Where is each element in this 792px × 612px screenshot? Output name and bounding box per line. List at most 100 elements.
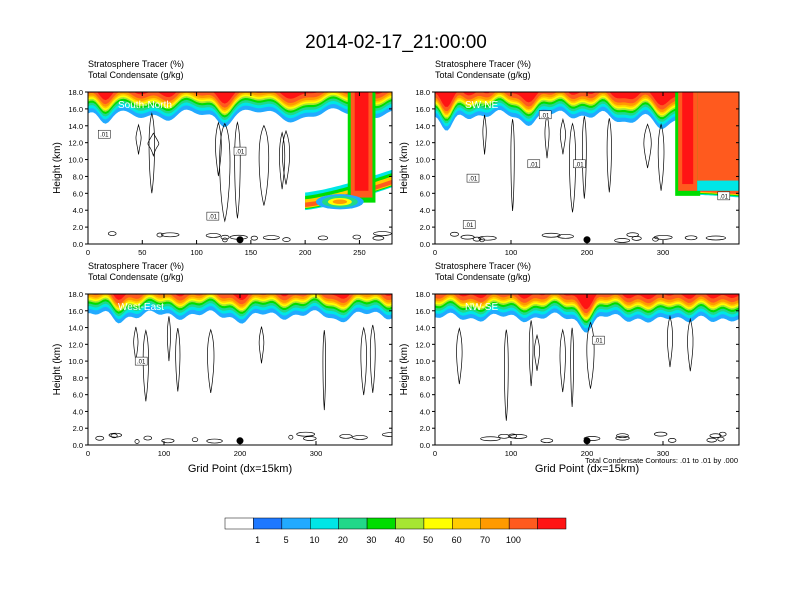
colorbar-label: 60 [452, 535, 462, 545]
contour-line [456, 327, 463, 385]
panel-title-tracer: Stratosphere Tracer (%) [88, 261, 184, 271]
y-axis-label: Height (km) [399, 142, 410, 194]
colorbar-bin [310, 517, 339, 530]
y-tick-label: 18.0 [415, 88, 430, 97]
x-tick-label: 0 [86, 248, 90, 257]
contour-line [631, 235, 642, 241]
contour-line [705, 235, 726, 241]
y-tick-label: 18.0 [68, 88, 83, 97]
contour-label-box [98, 129, 111, 139]
contour-line [360, 326, 367, 396]
panel-label: SW-NE [465, 100, 498, 111]
contour-line [559, 117, 566, 155]
y-tick-label: 0.0 [420, 240, 430, 249]
contour-label-box [573, 159, 586, 169]
x-tick-label: 100 [158, 449, 171, 458]
y-tick-label: 12.0 [415, 340, 430, 349]
contour-line [482, 114, 487, 155]
contour-line [528, 320, 534, 387]
y-tick-label: 0.0 [420, 441, 430, 450]
y-tick-label: 14.0 [68, 324, 83, 333]
colorbar-label: 20 [338, 535, 348, 545]
contour-line [296, 431, 316, 437]
x-tick-label: 250 [353, 248, 366, 257]
y-tick-label: 18.0 [415, 290, 430, 299]
plot-area: .01 .01 .01 .01 .01 .01 [435, 92, 739, 244]
colorbar-bin [395, 517, 425, 530]
contour-line [480, 436, 501, 442]
colorbar-label: 100 [506, 535, 521, 545]
colorbar-bin [508, 517, 538, 530]
contour-line [156, 232, 164, 238]
panel-south-north: Stratosphere Tracer (%)Total Condensate … [52, 59, 393, 257]
figure-title: 2014-02-17_21:00:00 [305, 32, 487, 53]
contour-label-box [538, 110, 552, 120]
contour-line [281, 129, 291, 185]
y-tick-label: 4.0 [73, 206, 83, 215]
y-tick-label: 16.0 [68, 307, 83, 316]
contour-line [219, 122, 231, 223]
contour-line [657, 123, 665, 191]
contour-label: .01 [209, 215, 218, 221]
y-tick-label: 8.0 [420, 374, 430, 383]
contour-line [206, 438, 223, 444]
contour-line [166, 316, 171, 362]
y-tick-label: 6.0 [73, 391, 83, 400]
x-tick-label: 300 [657, 248, 670, 257]
y-axis-label: Height (km) [52, 344, 63, 396]
y-tick-label: 6.0 [420, 189, 430, 198]
panel-title-condensate: Total Condensate (g/kg) [435, 70, 531, 80]
contour-line [709, 433, 722, 439]
y-tick-label: 2.0 [73, 223, 83, 232]
colorbar-label: 10 [310, 535, 320, 545]
contour-line [160, 232, 180, 238]
contour-line [652, 236, 659, 242]
contour-label: .01 [594, 339, 603, 345]
tracer-intrusion-core [354, 92, 369, 191]
contour-line [282, 237, 291, 242]
y-axis-label: Height (km) [52, 142, 63, 194]
y-tick-label: 10.0 [415, 156, 430, 165]
colorbar-bin [452, 517, 482, 530]
panel-label: West-East [118, 302, 164, 313]
contour-line [107, 231, 117, 236]
y-tick-label: 16.0 [415, 105, 430, 114]
contour-label: .01 [100, 133, 109, 139]
plot-area: .01 .01 .01 [88, 92, 392, 244]
x-tick-label: 100 [505, 449, 518, 458]
y-tick-label: 2.0 [420, 223, 430, 232]
contour-line [643, 123, 652, 169]
contour-label-box [592, 335, 605, 345]
contour-line [706, 437, 717, 443]
x-tick-label: 100 [190, 248, 203, 257]
colorbar-bin [253, 517, 283, 530]
contour-line [559, 328, 566, 393]
contour-line [541, 232, 561, 238]
panel-west-east: Stratosphere Tracer (%)Total Condensate … [52, 261, 393, 475]
colorbar-label: 5 [284, 535, 289, 545]
contour-line [504, 329, 509, 421]
contour-label-box [527, 159, 541, 169]
contour-line [215, 121, 222, 177]
contour-label-box [134, 356, 148, 366]
contour-label-box [466, 173, 480, 183]
contour-line [339, 433, 353, 439]
y-tick-label: 10.0 [415, 357, 430, 366]
panel-label: NW-SE [465, 302, 498, 313]
contour-line [570, 327, 574, 407]
contour-line [95, 435, 105, 441]
contour-line [667, 437, 677, 443]
contour-line [108, 432, 122, 438]
x-tick-label: 0 [433, 449, 437, 458]
contours [456, 314, 727, 443]
contour-line [534, 333, 540, 371]
y-tick-label: 8.0 [73, 172, 83, 181]
colorbar-label: 40 [395, 535, 405, 545]
location-marker [236, 437, 244, 445]
panel-title-tracer: Stratosphere Tracer (%) [88, 59, 184, 69]
contour-line [191, 437, 199, 443]
x-tick-label: 150 [245, 248, 258, 257]
contour-label: .01 [720, 194, 729, 200]
colorbar: 1 5 10 20 30 40 50 60 70 100 [224, 517, 567, 545]
